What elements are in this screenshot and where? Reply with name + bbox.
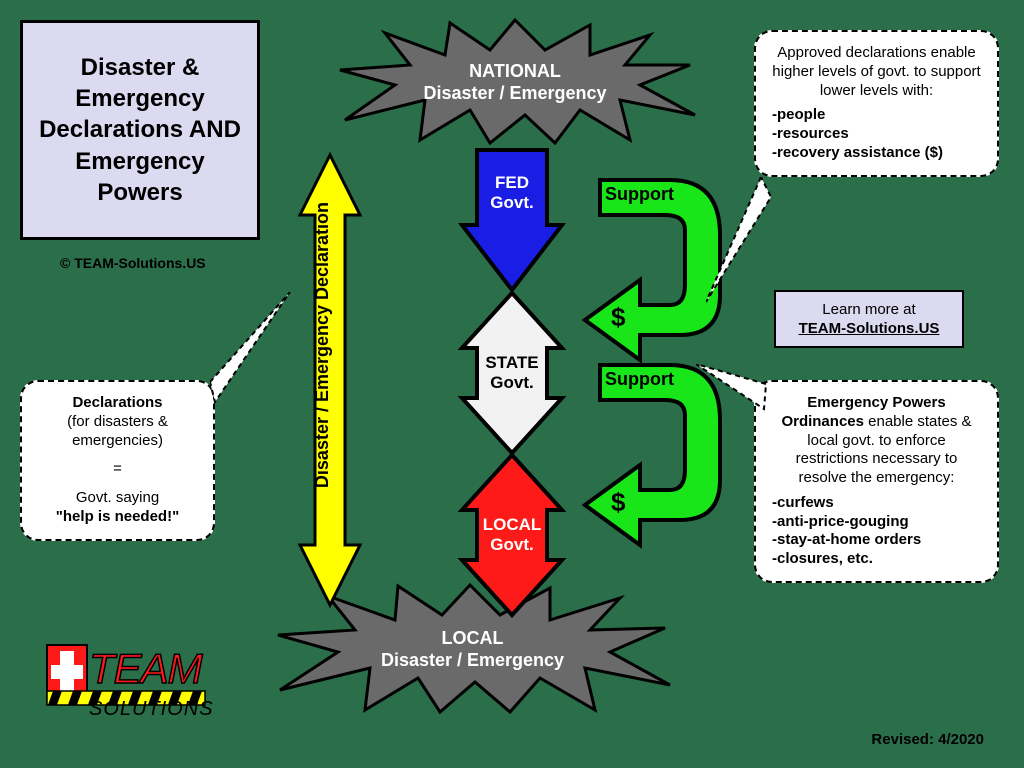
support-label-2: Support xyxy=(605,369,674,390)
decl-eq: = xyxy=(113,460,122,477)
local-arrow: LOCAL Govt. xyxy=(457,450,567,625)
dollar-1: $ xyxy=(611,302,625,333)
copyright: © TEAM-Solutions.US xyxy=(60,255,206,271)
yellow-arrow-label: Disaster / Emergency Declaration xyxy=(312,165,333,525)
national-line2: Disaster / Emergency xyxy=(423,83,606,103)
epo-item-0: -curfews xyxy=(772,494,981,513)
state-arrow: STATE Govt. xyxy=(457,288,567,463)
fed-line1: FED xyxy=(495,173,529,192)
fed-line2: Govt. xyxy=(490,193,533,212)
callout-epo: Emergency Powers Ordinances enable state… xyxy=(754,380,999,583)
dollar-2: $ xyxy=(611,487,625,518)
decl-bold1: Declarations xyxy=(72,394,162,411)
epo-item-1: -anti-price-gouging xyxy=(772,513,981,532)
team-solutions-logo: TEAM SOLUTIONS xyxy=(45,643,210,723)
support-text: Approved declarations enable higher leve… xyxy=(772,44,981,100)
logo-solutions: SOLUTIONS xyxy=(89,698,214,721)
decl-paren: (for disasters & emergencies) xyxy=(67,413,168,449)
title-text: Disaster & Emergency Declarations AND Em… xyxy=(33,52,247,208)
epo-item-2: -stay-at-home orders xyxy=(772,531,981,550)
learn-more-text: Learn more at xyxy=(822,301,915,318)
epo-item-3: -closures, etc. xyxy=(772,550,981,569)
learn-more-box[interactable]: Learn more at TEAM-Solutions.US xyxy=(774,290,964,348)
state-line2: Govt. xyxy=(490,373,533,392)
support-item-1: -resources xyxy=(772,125,981,144)
learn-more-link[interactable]: TEAM-Solutions.US xyxy=(799,320,940,337)
national-line1: NATIONAL xyxy=(469,61,561,81)
decl-bold2: "help is needed!" xyxy=(56,508,179,525)
local-burst-line2: Disaster / Emergency xyxy=(381,650,564,670)
logo-team: TEAM xyxy=(89,645,202,693)
support-item-0: -people xyxy=(772,106,981,125)
support-item-2: -recovery assistance ($) xyxy=(772,144,981,163)
title-box: Disaster & Emergency Declarations AND Em… xyxy=(20,20,260,240)
decl-text: Govt. saying xyxy=(76,489,159,506)
local-line2: Govt. xyxy=(490,535,533,554)
callout-declarations: Declarations (for disasters & emergencie… xyxy=(20,380,215,541)
support-label-1: Support xyxy=(605,184,674,205)
revised-date: Revised: 4/2020 xyxy=(871,731,984,748)
national-starburst: NATIONAL Disaster / Emergency xyxy=(330,15,700,145)
callout-support: Approved declarations enable higher leve… xyxy=(754,30,999,177)
fed-arrow: FED Govt. xyxy=(457,145,567,300)
local-burst-line1: LOCAL xyxy=(442,628,504,648)
state-line1: STATE xyxy=(485,353,538,372)
local-line1: LOCAL xyxy=(483,515,542,534)
